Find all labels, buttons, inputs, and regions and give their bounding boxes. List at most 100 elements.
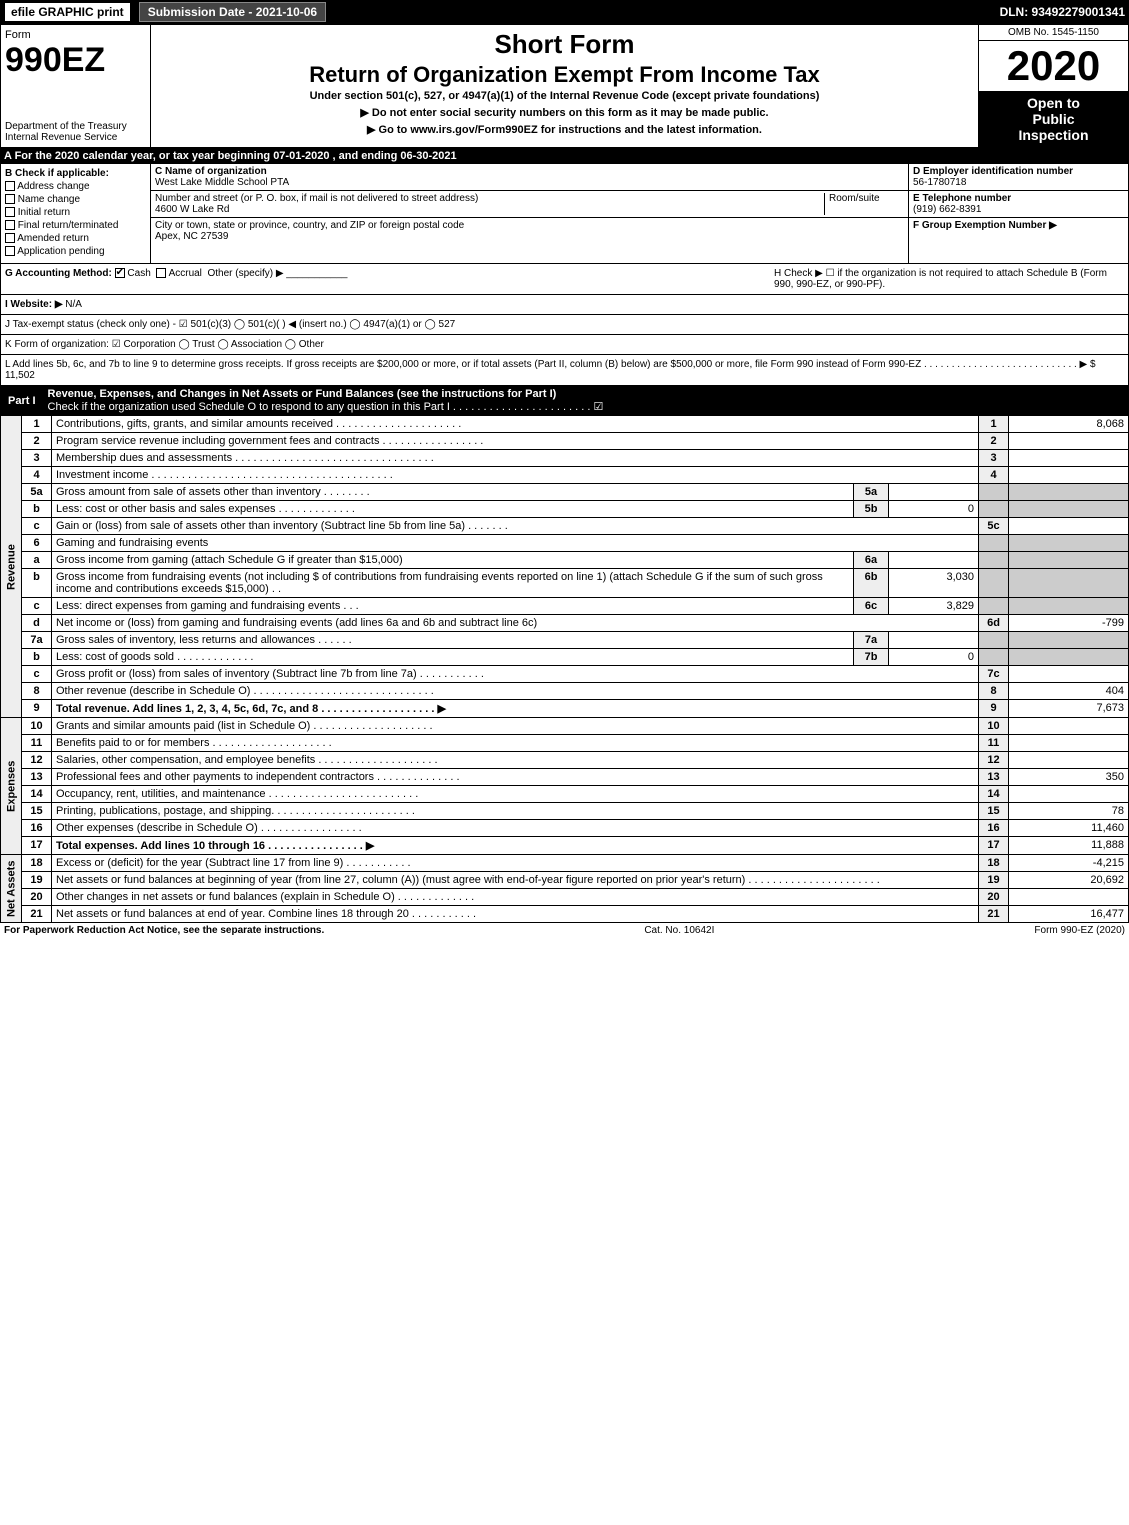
line-num: 8 [22, 683, 52, 700]
h-check: H Check ▶ ☐ if the organization is not r… [774, 268, 1124, 290]
phone-value: (919) 662-8391 [913, 204, 1124, 215]
g-label: G Accounting Method: [5, 268, 112, 279]
form-word: Form [5, 29, 146, 41]
line-num: 2 [22, 433, 52, 450]
return-title: Return of Organization Exempt From Incom… [159, 62, 970, 88]
line-ref: 3 [979, 450, 1009, 467]
ein-value: 56-1780718 [913, 177, 1124, 188]
line-desc: Other expenses (describe in Schedule O) … [52, 820, 979, 837]
table-row: 14 Occupancy, rent, utilities, and maint… [1, 786, 1129, 803]
sub-amount: 3,030 [889, 569, 979, 598]
line-num: 10 [22, 718, 52, 735]
open-line-1: Open to [983, 95, 1124, 111]
line-num: c [22, 518, 52, 535]
line-desc: Gaming and fundraising events [52, 535, 979, 552]
table-row: 9 Total revenue. Add lines 1, 2, 3, 4, 5… [1, 700, 1129, 718]
line-desc: Other revenue (describe in Schedule O) .… [52, 683, 979, 700]
shade-cell [1009, 535, 1129, 552]
table-row: b Gross income from fundraising events (… [1, 569, 1129, 598]
line-amount: 20,692 [1009, 872, 1129, 889]
line-amount [1009, 718, 1129, 735]
website-value: N/A [65, 299, 82, 310]
line-num: 12 [22, 752, 52, 769]
footer-left: For Paperwork Reduction Act Notice, see … [4, 925, 324, 936]
chk-cash[interactable] [115, 268, 125, 278]
under-section: Under section 501(c), 527, or 4947(a)(1)… [159, 90, 970, 102]
period-bar: A For the 2020 calendar year, or tax yea… [0, 148, 1129, 164]
shade-cell [979, 535, 1009, 552]
line-num: b [22, 569, 52, 598]
line-desc: Gross income from fundraising events (no… [52, 569, 854, 598]
line-num: 5a [22, 484, 52, 501]
table-row: 19 Net assets or fund balances at beginn… [1, 872, 1129, 889]
chk-application-pending[interactable]: Application pending [5, 246, 146, 257]
c-city-label: City or town, state or province, country… [155, 220, 904, 231]
line-amount [1009, 752, 1129, 769]
d-ein-label: D Employer identification number [913, 166, 1124, 177]
line-num: 19 [22, 872, 52, 889]
org-city: Apex, NC 27539 [155, 231, 904, 242]
sub-amount [889, 632, 979, 649]
part1-label: Part I [0, 393, 44, 409]
line-ref: 16 [979, 820, 1009, 837]
line-num: d [22, 615, 52, 632]
efile-print-button[interactable]: efile GRAPHIC print [4, 2, 131, 22]
table-row: 13 Professional fees and other payments … [1, 769, 1129, 786]
line-desc: Investment income . . . . . . . . . . . … [52, 467, 979, 484]
line-ref: 6d [979, 615, 1009, 632]
c-addr-label: Number and street (or P. O. box, if mail… [155, 193, 824, 204]
table-row: 12 Salaries, other compensation, and emp… [1, 752, 1129, 769]
part1-check-line: Check if the organization used Schedule … [48, 401, 604, 413]
line-ref: 4 [979, 467, 1009, 484]
line-ref: 5c [979, 518, 1009, 535]
chk-accrual[interactable] [156, 268, 166, 278]
chk-amended-return[interactable]: Amended return [5, 233, 146, 244]
line-ref: 18 [979, 855, 1009, 872]
line-desc: Occupancy, rent, utilities, and maintena… [52, 786, 979, 803]
line-desc: Program service revenue including govern… [52, 433, 979, 450]
line-amount [1009, 518, 1129, 535]
entity-info-row: B Check if applicable: Address change Na… [0, 164, 1129, 264]
line-num: 20 [22, 889, 52, 906]
shade-cell [1009, 501, 1129, 518]
table-row: c Less: direct expenses from gaming and … [1, 598, 1129, 615]
line-amount [1009, 735, 1129, 752]
box-c: C Name of organization West Lake Middle … [151, 164, 908, 263]
shade-cell [1009, 569, 1129, 598]
footer-mid: Cat. No. 10642I [644, 925, 714, 936]
line-amount [1009, 467, 1129, 484]
sub-amount [889, 552, 979, 569]
chk-final-return[interactable]: Final return/terminated [5, 220, 146, 231]
j-tax-exempt: J Tax-exempt status (check only one) - ☑… [0, 315, 1129, 335]
shade-cell [1009, 632, 1129, 649]
omb-number: OMB No. 1545-1150 [979, 25, 1128, 41]
chk-initial-return[interactable]: Initial return [5, 207, 146, 218]
chk-name-change[interactable]: Name change [5, 194, 146, 205]
line-ref: 12 [979, 752, 1009, 769]
chk-address-change[interactable]: Address change [5, 181, 146, 192]
table-row: Net Assets 18 Excess or (deficit) for th… [1, 855, 1129, 872]
line-desc: Less: cost of goods sold . . . . . . . .… [52, 649, 854, 666]
line-num: 9 [22, 700, 52, 718]
line-desc: Gross amount from sale of assets other t… [52, 484, 854, 501]
line-desc: Professional fees and other payments to … [52, 769, 979, 786]
line-amount: 11,460 [1009, 820, 1129, 837]
line-desc: Net assets or fund balances at beginning… [52, 872, 979, 889]
no-ssn-line: ▶ Do not enter social security numbers o… [159, 106, 970, 119]
submission-date-button[interactable]: Submission Date - 2021-10-06 [139, 2, 326, 22]
irs-label: Internal Revenue Service [5, 132, 146, 143]
line-amount [1009, 889, 1129, 906]
shade-cell [1009, 484, 1129, 501]
line-desc: Total expenses. Add lines 10 through 16 … [52, 837, 979, 855]
table-row: 2 Program service revenue including gove… [1, 433, 1129, 450]
line-amount: -799 [1009, 615, 1129, 632]
table-row: c Gross profit or (loss) from sales of i… [1, 666, 1129, 683]
shade-cell [979, 632, 1009, 649]
table-row: 8 Other revenue (describe in Schedule O)… [1, 683, 1129, 700]
open-line-3: Inspection [983, 127, 1124, 143]
line-amount: 78 [1009, 803, 1129, 820]
line-desc: Less: direct expenses from gaming and fu… [52, 598, 854, 615]
line-desc: Net income or (loss) from gaming and fun… [52, 615, 979, 632]
line-amount: 11,888 [1009, 837, 1129, 855]
line-num: 17 [22, 837, 52, 855]
